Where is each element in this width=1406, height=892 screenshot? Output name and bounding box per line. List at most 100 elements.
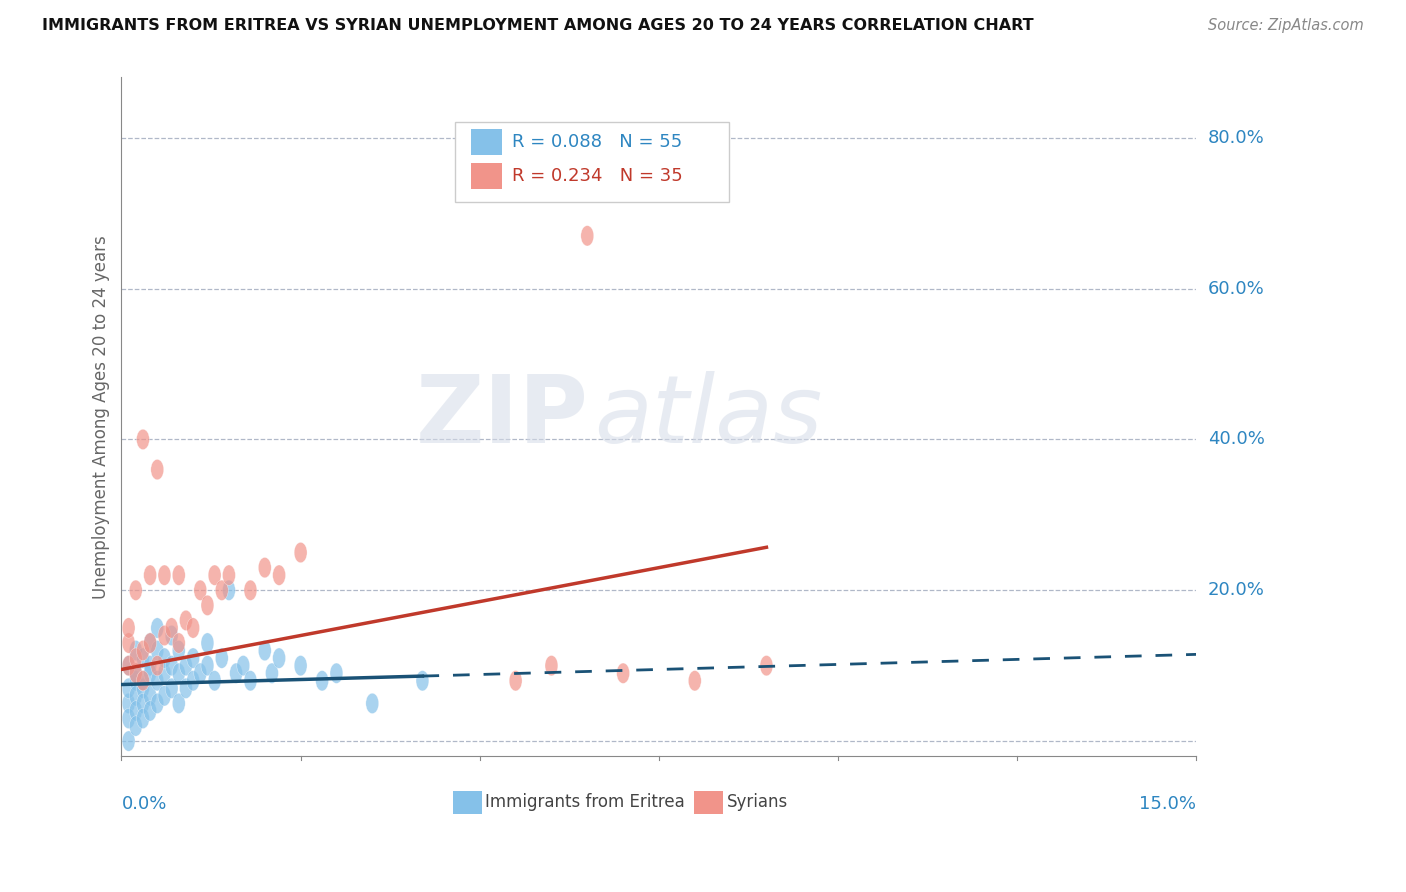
Ellipse shape xyxy=(208,565,221,585)
Ellipse shape xyxy=(208,671,221,691)
Text: 15.0%: 15.0% xyxy=(1139,795,1197,814)
Ellipse shape xyxy=(266,663,278,683)
Ellipse shape xyxy=(150,459,163,480)
Ellipse shape xyxy=(129,671,142,691)
Ellipse shape xyxy=(150,640,163,661)
Ellipse shape xyxy=(617,663,630,683)
FancyBboxPatch shape xyxy=(471,163,502,189)
Ellipse shape xyxy=(194,663,207,683)
Ellipse shape xyxy=(215,648,228,668)
Ellipse shape xyxy=(129,648,142,668)
Text: R = 0.088   N = 55: R = 0.088 N = 55 xyxy=(512,133,682,151)
Ellipse shape xyxy=(129,640,142,661)
Ellipse shape xyxy=(122,678,135,698)
Ellipse shape xyxy=(173,565,186,585)
Ellipse shape xyxy=(157,625,172,646)
Ellipse shape xyxy=(143,633,156,653)
FancyBboxPatch shape xyxy=(471,129,502,155)
Text: IMMIGRANTS FROM ERITREA VS SYRIAN UNEMPLOYMENT AMONG AGES 20 TO 24 YEARS CORRELA: IMMIGRANTS FROM ERITREA VS SYRIAN UNEMPL… xyxy=(42,18,1033,33)
Ellipse shape xyxy=(122,731,135,751)
Ellipse shape xyxy=(173,633,186,653)
Ellipse shape xyxy=(122,618,135,638)
Ellipse shape xyxy=(366,693,378,714)
Ellipse shape xyxy=(143,656,156,676)
Ellipse shape xyxy=(136,640,149,661)
Ellipse shape xyxy=(136,693,149,714)
Ellipse shape xyxy=(129,663,142,683)
Ellipse shape xyxy=(245,671,257,691)
Ellipse shape xyxy=(129,580,142,600)
Ellipse shape xyxy=(157,686,172,706)
Ellipse shape xyxy=(509,671,522,691)
Ellipse shape xyxy=(136,708,149,729)
Ellipse shape xyxy=(165,625,179,646)
Ellipse shape xyxy=(122,708,135,729)
Ellipse shape xyxy=(180,656,193,676)
Ellipse shape xyxy=(150,618,163,638)
Ellipse shape xyxy=(222,565,235,585)
Ellipse shape xyxy=(165,678,179,698)
Ellipse shape xyxy=(201,595,214,615)
Ellipse shape xyxy=(129,686,142,706)
Text: Source: ZipAtlas.com: Source: ZipAtlas.com xyxy=(1208,18,1364,33)
Ellipse shape xyxy=(187,618,200,638)
Text: R = 0.234   N = 35: R = 0.234 N = 35 xyxy=(512,167,682,185)
Ellipse shape xyxy=(259,640,271,661)
Ellipse shape xyxy=(143,663,156,683)
FancyBboxPatch shape xyxy=(454,121,728,202)
Ellipse shape xyxy=(129,663,142,683)
Text: atlas: atlas xyxy=(595,371,823,462)
Ellipse shape xyxy=(129,701,142,721)
Ellipse shape xyxy=(150,693,163,714)
Text: ZIP: ZIP xyxy=(416,371,589,463)
Ellipse shape xyxy=(546,656,558,676)
Ellipse shape xyxy=(122,656,135,676)
Text: 0.0%: 0.0% xyxy=(121,795,167,814)
Ellipse shape xyxy=(122,656,135,676)
Ellipse shape xyxy=(294,542,307,563)
Text: Immigrants from Eritrea: Immigrants from Eritrea xyxy=(485,793,685,812)
Ellipse shape xyxy=(180,610,193,631)
Ellipse shape xyxy=(157,648,172,668)
Ellipse shape xyxy=(273,565,285,585)
Ellipse shape xyxy=(245,580,257,600)
Ellipse shape xyxy=(761,656,773,676)
Ellipse shape xyxy=(229,663,243,683)
Ellipse shape xyxy=(143,565,156,585)
Ellipse shape xyxy=(259,558,271,578)
Ellipse shape xyxy=(136,671,149,691)
Ellipse shape xyxy=(316,671,329,691)
Ellipse shape xyxy=(150,656,163,676)
Ellipse shape xyxy=(136,648,149,668)
Ellipse shape xyxy=(129,716,142,736)
Ellipse shape xyxy=(187,671,200,691)
Ellipse shape xyxy=(165,656,179,676)
Ellipse shape xyxy=(173,663,186,683)
Ellipse shape xyxy=(180,678,193,698)
Ellipse shape xyxy=(273,648,285,668)
Ellipse shape xyxy=(173,693,186,714)
Ellipse shape xyxy=(173,640,186,661)
Ellipse shape xyxy=(294,656,307,676)
Text: 80.0%: 80.0% xyxy=(1208,128,1264,147)
Text: 40.0%: 40.0% xyxy=(1208,431,1264,449)
Text: 60.0%: 60.0% xyxy=(1208,279,1264,298)
Ellipse shape xyxy=(122,633,135,653)
Y-axis label: Unemployment Among Ages 20 to 24 years: Unemployment Among Ages 20 to 24 years xyxy=(93,235,110,599)
Ellipse shape xyxy=(330,663,343,683)
Ellipse shape xyxy=(143,686,156,706)
Ellipse shape xyxy=(136,671,149,691)
FancyBboxPatch shape xyxy=(695,791,724,814)
Ellipse shape xyxy=(157,663,172,683)
Ellipse shape xyxy=(201,656,214,676)
Ellipse shape xyxy=(187,648,200,668)
Ellipse shape xyxy=(143,701,156,721)
Ellipse shape xyxy=(150,671,163,691)
Text: 20.0%: 20.0% xyxy=(1208,582,1264,599)
Ellipse shape xyxy=(157,565,172,585)
Ellipse shape xyxy=(236,656,250,676)
Text: Syrians: Syrians xyxy=(727,793,787,812)
Ellipse shape xyxy=(201,633,214,653)
Ellipse shape xyxy=(689,671,702,691)
Ellipse shape xyxy=(136,678,149,698)
